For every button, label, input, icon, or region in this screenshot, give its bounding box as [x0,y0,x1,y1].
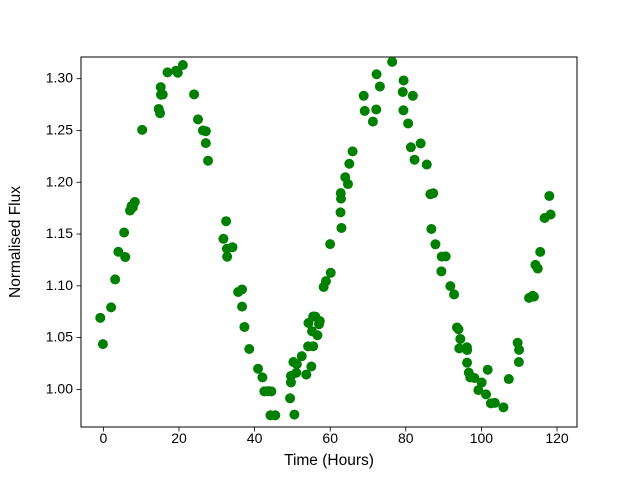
svg-text:1.15: 1.15 [46,225,73,241]
svg-text:1.00: 1.00 [46,380,73,396]
svg-text:40: 40 [247,430,263,446]
svg-text:1.30: 1.30 [46,70,73,86]
svg-text:0: 0 [100,430,108,446]
svg-text:1.20: 1.20 [46,173,73,189]
svg-text:100: 100 [470,430,494,446]
svg-text:80: 80 [398,430,414,446]
svg-text:120: 120 [545,430,569,446]
svg-text:60: 60 [322,430,338,446]
svg-text:1.10: 1.10 [46,277,73,293]
svg-text:Normalised Flux: Normalised Flux [7,186,24,298]
svg-text:1.25: 1.25 [46,121,73,137]
svg-text:Time (Hours): Time (Hours) [284,452,374,469]
svg-text:1.05: 1.05 [46,329,73,345]
svg-text:20: 20 [171,430,187,446]
